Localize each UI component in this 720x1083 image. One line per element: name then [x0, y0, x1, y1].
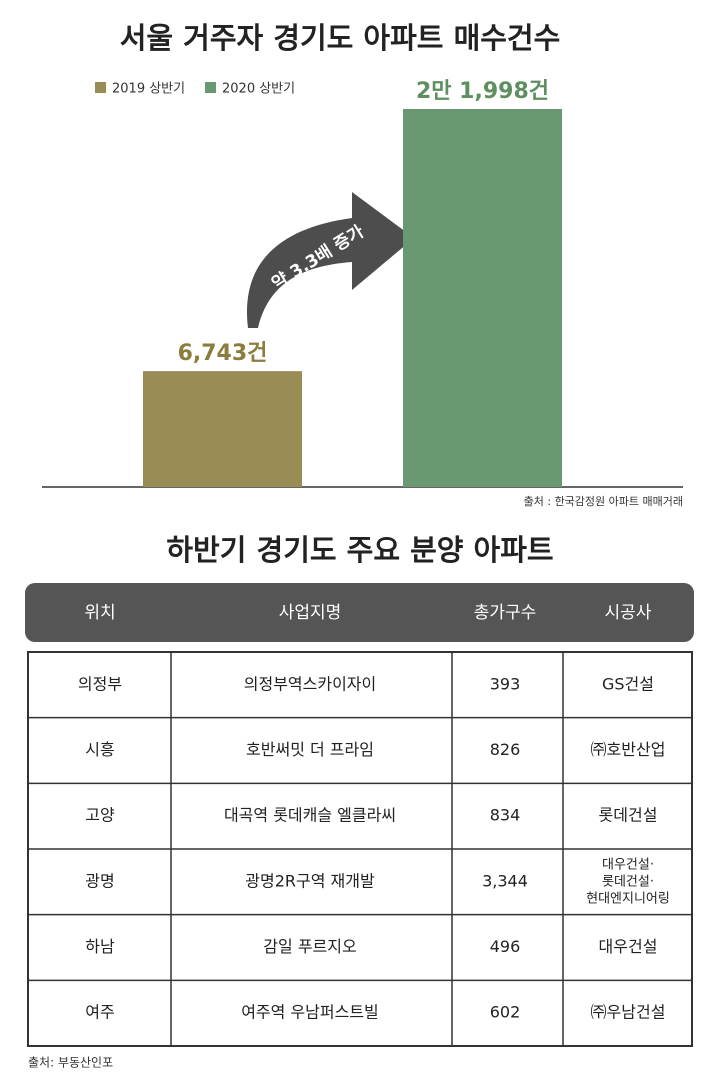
table-cell-line: 현대엔지니어링: [586, 891, 670, 906]
bar: [143, 371, 302, 487]
table-cell: 광명: [85, 871, 114, 890]
value-label: 2만 1,998건: [416, 79, 549, 104]
table-cell: 여주: [85, 1003, 114, 1022]
table-cell: ㈜우남건설: [591, 1003, 666, 1022]
table-cell: 여주역 우남퍼스트빌: [241, 1003, 379, 1022]
table-header-bg: [25, 583, 694, 642]
table-cell: 602: [490, 1003, 521, 1022]
chart-source: 출처 : 한국감정원 아파트 매매거래: [524, 495, 683, 508]
value-label: 6,743건: [178, 341, 268, 366]
table-header: 사업지명: [279, 603, 342, 623]
legend-label: 2020 상반기: [222, 82, 295, 97]
table-cell: 롯데건설: [599, 806, 658, 825]
table-cell: 광명2R구역 재개발: [245, 871, 375, 890]
table-cell: 834: [490, 806, 521, 825]
table-cell: 3,344: [482, 871, 528, 890]
table-cell: 대우건설: [599, 937, 658, 956]
legend-swatch: [205, 82, 216, 93]
table-cell: 496: [490, 937, 521, 956]
bar: [403, 109, 562, 487]
table-cell: 호반써밋 더 프라임: [246, 740, 374, 759]
table-header: 위치: [84, 603, 115, 623]
table-cell: 고양: [85, 806, 115, 825]
table-header: 총가구수: [474, 603, 537, 623]
table-cell: GS건설: [602, 674, 654, 693]
chart-title: 서울 거주자 경기도 아파트 매수건수: [120, 21, 561, 55]
table-cell: 393: [490, 674, 521, 693]
table-source: 출처: 부동산인포: [28, 1056, 113, 1070]
table-cell: 대곡역 롯데캐슬 엘클라씨: [224, 806, 396, 825]
table-cell-line: 대우건설·: [602, 857, 654, 872]
table-cell: 감일 푸르지오: [263, 937, 356, 956]
table-cell: 826: [490, 740, 521, 759]
table-header: 시공사: [605, 603, 652, 623]
table-cell: 시흥: [85, 740, 114, 759]
table-cell: ㈜호반산업: [591, 740, 666, 759]
legend-label: 2019 상반기: [112, 82, 185, 97]
table-title: 하반기 경기도 주요 분양 아파트: [166, 533, 553, 567]
table-cell: 하남: [85, 937, 115, 956]
table-cell-line: 롯데건설·: [602, 874, 654, 889]
table-cell: 의정부역스카이자이: [244, 674, 376, 693]
increase-arrow: [246, 192, 414, 328]
table-cell: 의정부: [78, 674, 122, 693]
legend-swatch: [95, 82, 106, 93]
